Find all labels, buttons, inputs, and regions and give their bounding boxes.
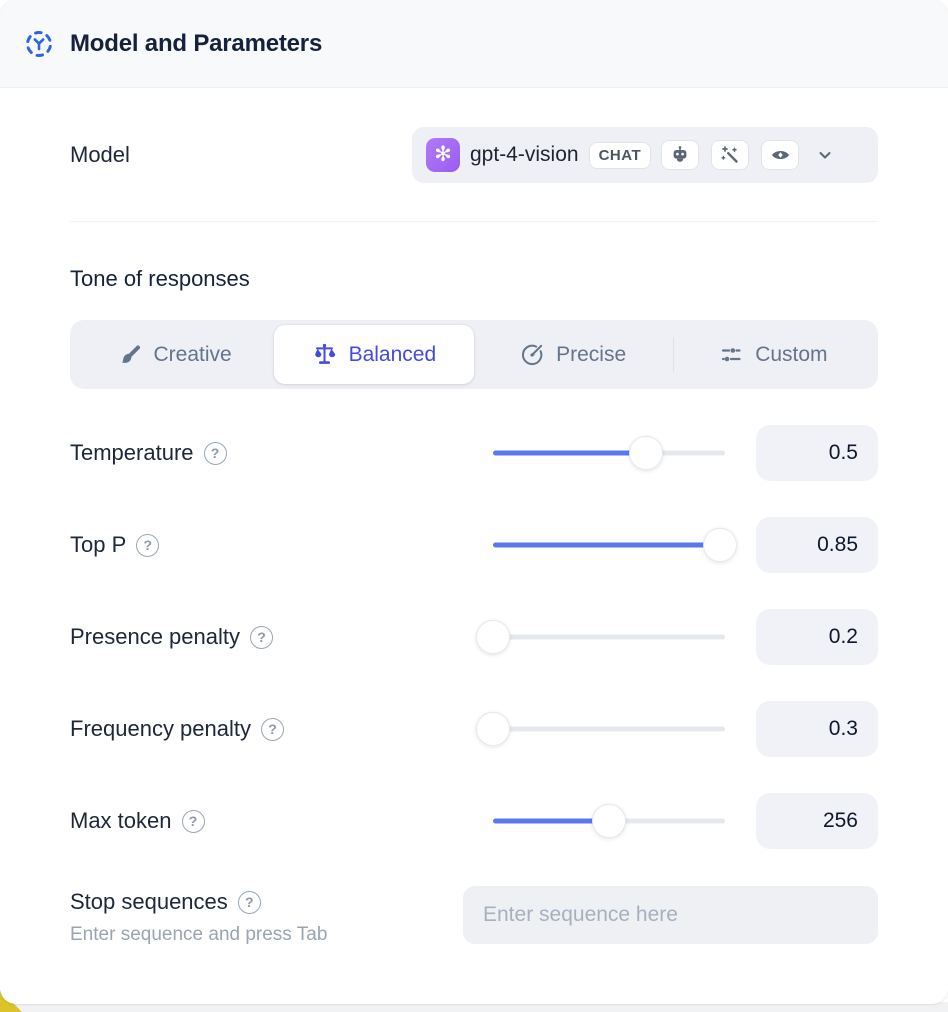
temperature-slider[interactable] (493, 436, 725, 470)
openai-logo-icon: ✻ (426, 138, 460, 172)
panel-header: Model and Parameters (0, 0, 948, 88)
tab-separator (672, 337, 674, 372)
wand-capability-badge (711, 140, 750, 170)
dropdown-chevron (815, 145, 835, 165)
model-label: Model (70, 142, 130, 167)
stop-sequences-row: Stop sequences ? Enter sequence and pres… (70, 886, 878, 946)
param-row-top-p: Top P ? 0.85 (70, 517, 878, 573)
tab-label: Precise (556, 342, 627, 366)
page-title: Model and Parameters (70, 29, 323, 57)
frequency-penalty-slider[interactable] (476, 712, 725, 746)
top-p-slider[interactable] (493, 528, 738, 562)
stop-sequence-input[interactable] (463, 886, 878, 944)
tab-precise[interactable]: Precise (474, 325, 673, 384)
vision-eye-icon (771, 150, 789, 160)
model-type-badge: CHAT (588, 141, 652, 169)
stop-sequences-label: Stop sequences (70, 889, 228, 914)
param-row-frequency-penalty: Frequency penalty ? 0.3 (70, 701, 878, 757)
model-hub-icon (26, 30, 52, 57)
slider-thumb[interactable] (476, 712, 510, 746)
presence-penalty-value[interactable]: 0.2 (756, 609, 878, 665)
section-divider (70, 221, 878, 222)
tab-balanced[interactable]: Balanced (274, 325, 474, 384)
param-label: Presence penalty (70, 624, 240, 649)
model-select-dropdown[interactable]: ✻ gpt-4-vision CHAT (412, 127, 878, 183)
balance-scale-icon (314, 343, 335, 364)
tone-tab-group: Creative Balanced (70, 320, 878, 389)
tone-heading: Tone of responses (70, 266, 250, 291)
chevron-down-icon (819, 152, 831, 159)
max-token-value[interactable]: 256 (756, 793, 878, 849)
slider-thumb[interactable] (703, 528, 738, 562)
robot-icon (673, 146, 687, 162)
robot-capability-badge (661, 140, 700, 170)
tab-custom[interactable]: Custom (674, 325, 873, 384)
help-icon[interactable]: ? (136, 533, 160, 557)
help-icon[interactable]: ? (250, 625, 273, 649)
sliders-icon (722, 347, 741, 361)
param-label: Max token (70, 808, 172, 833)
max-token-slider[interactable] (493, 804, 725, 838)
tab-label: Balanced (348, 342, 437, 366)
top-p-value[interactable]: 0.85 (756, 517, 878, 573)
background-strip (0, 1002, 948, 1012)
model-row: Model ✻ gpt-4-vision CHAT (70, 127, 878, 183)
frequency-penalty-value[interactable]: 0.3 (756, 701, 878, 757)
temperature-value[interactable]: 0.5 (756, 425, 878, 481)
help-icon[interactable]: ? (237, 890, 261, 914)
slider-thumb[interactable] (629, 436, 664, 470)
vision-capability-badge (761, 140, 800, 170)
tab-creative[interactable]: Creative (75, 325, 274, 384)
tab-label: Custom (755, 342, 828, 366)
presence-penalty-slider[interactable] (476, 620, 725, 654)
panel-body: Model ✻ gpt-4-vision CHAT (0, 127, 948, 946)
param-label: Frequency penalty (70, 716, 251, 741)
tab-label: Creative (153, 342, 232, 366)
param-row-max-token: Max token ? 256 (70, 793, 878, 849)
magic-wand-icon (721, 146, 738, 163)
param-row-presence-penalty: Presence penalty ? 0.2 (70, 609, 878, 665)
slider-thumb[interactable] (592, 804, 626, 838)
help-icon[interactable]: ? (203, 441, 227, 465)
help-icon[interactable]: ? (261, 717, 284, 741)
param-label: Temperature (70, 440, 194, 465)
help-icon[interactable]: ? (181, 809, 205, 833)
target-arrow-icon (522, 344, 543, 365)
stop-sequences-hint: Enter sequence and press Tab (70, 924, 328, 945)
paintbrush-icon (121, 345, 140, 363)
selected-model-name: gpt-4-vision (470, 143, 579, 166)
slider-thumb[interactable] (476, 620, 510, 654)
param-label: Top P (70, 532, 127, 557)
param-row-temperature: Temperature ? 0.5 (70, 425, 878, 481)
